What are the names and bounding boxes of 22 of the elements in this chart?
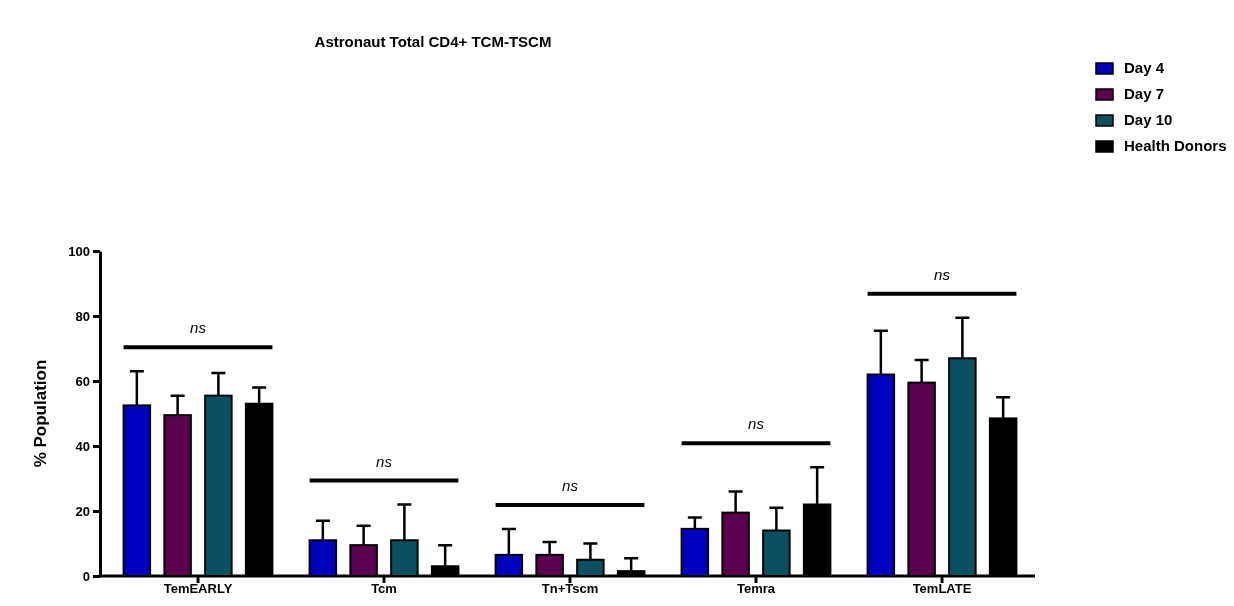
y-axis-title: % Population (31, 359, 50, 468)
y-tick-label: 60 (75, 373, 90, 389)
y-tick-label: 100 (68, 243, 90, 259)
annotation: ns (934, 265, 951, 283)
legend-label: Day 4 (1124, 59, 1165, 76)
x-tick-label: Tn+Tscm (541, 580, 599, 596)
legend-label: Day 7 (1124, 85, 1165, 102)
x-tick-label: TemLATE (912, 580, 972, 596)
annotation: ns (376, 452, 393, 470)
x-tick-label: Temra (736, 580, 776, 596)
annotation: ns (190, 319, 207, 337)
x-tick-label: Tcm (371, 580, 397, 596)
y-tick-label: 40 (75, 438, 90, 454)
chart-title: Astronaut Total CD4+ TCM-TSCM (314, 33, 552, 50)
y-tick-label: 80 (75, 308, 90, 324)
annotation: ns (748, 415, 765, 433)
annotation: ns (562, 476, 579, 494)
x-tick-label: TemEARLY (163, 580, 233, 596)
legend-label: Health Donors (1124, 137, 1227, 154)
legend-label: Day 10 (1124, 111, 1173, 128)
y-tick-label: 20 (75, 503, 90, 519)
y-tick-label: 0 (82, 568, 90, 584)
